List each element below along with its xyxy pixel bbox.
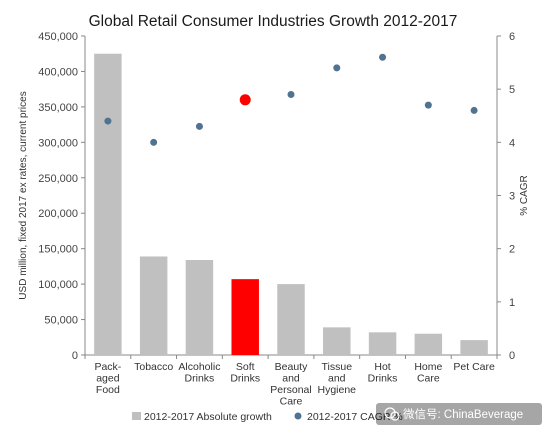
cagr-point-2 [195,122,203,130]
y-tick-label: 300,000 [38,137,78,149]
bar-5 [323,327,351,355]
cagr-point-1 [150,138,158,146]
bar-0 [94,53,122,355]
cagr-point-0 [104,117,112,125]
bar-3 [231,279,259,355]
x-category-label: Alcoholic Drinks [178,361,220,385]
y2-tick-label: 5 [509,84,515,96]
bar-4 [277,284,305,355]
legend: 2012-2017 Absolute growth 2012-2017 CAGR… [132,411,403,423]
x-category-label: Home Care [414,361,442,385]
y-tick-label: 450,000 [38,31,78,43]
x-category-label: Tobacco [134,361,173,373]
y2-tick-label: 2 [509,244,515,256]
y-tick-label: 250,000 [38,173,78,185]
watermark: 微信号: ChinaBeverage [376,403,542,425]
x-category-label: Tissue and Hygiene [318,361,357,396]
y-tick-label: 50,000 [44,315,78,327]
x-category-label: Beauty and Personal Care [270,361,311,408]
legend-point-label: 2012-2017 CAGR % [307,411,403,423]
cagr-point-8 [470,106,478,114]
x-category-label: Soft Drinks [230,361,260,385]
cagr-point-4 [287,90,295,98]
cagr-point-5 [333,64,341,72]
cagr-point-3 [239,94,251,106]
watermark-background [376,403,542,425]
bar-7 [414,333,443,355]
legend-bar-label: 2012-2017 Absolute growth [144,411,272,423]
cagr-point-7 [424,101,432,109]
bar-6 [368,332,397,355]
y-axis-title: USD million, fixed 2017 ex rates, curren… [18,91,29,299]
watermark-text: 微信号: ChinaBeverage [403,407,523,421]
bar-2 [185,260,214,355]
y-tick-label: 350,000 [38,102,78,114]
y2-tick-label: 1 [509,297,515,309]
y2-axis-title: % CAGR [519,175,530,216]
plot-area: 0 50,000 100,000 150,000 200,000 250,000 300,0… [18,31,530,408]
y-tick-label: 100,000 [38,279,78,291]
y-tick-label: 400,000 [38,66,78,78]
y2-tick-label: 3 [509,191,515,203]
y2-tick-label: 4 [509,137,515,149]
x-category-label: Pack-aged Food [94,361,121,396]
legend-bar-swatch [132,412,141,420]
y-tick-label: 0 [72,350,78,362]
y2-tick-label: 6 [509,31,515,43]
bar-8 [460,340,488,355]
x-category-label: Pet Care [453,361,495,373]
legend-point-swatch [294,412,302,420]
y2-tick-label: 0 [509,350,515,362]
wechat-icon [384,407,400,421]
bar-1 [139,256,168,355]
y-tick-label: 200,000 [38,208,78,220]
y-tick-label: 150,000 [38,244,78,256]
chart-title: Global Retail Consumer Industries Growth… [89,13,458,30]
cagr-point-6 [379,53,387,61]
x-category-label: Hot Drinks [368,361,398,385]
